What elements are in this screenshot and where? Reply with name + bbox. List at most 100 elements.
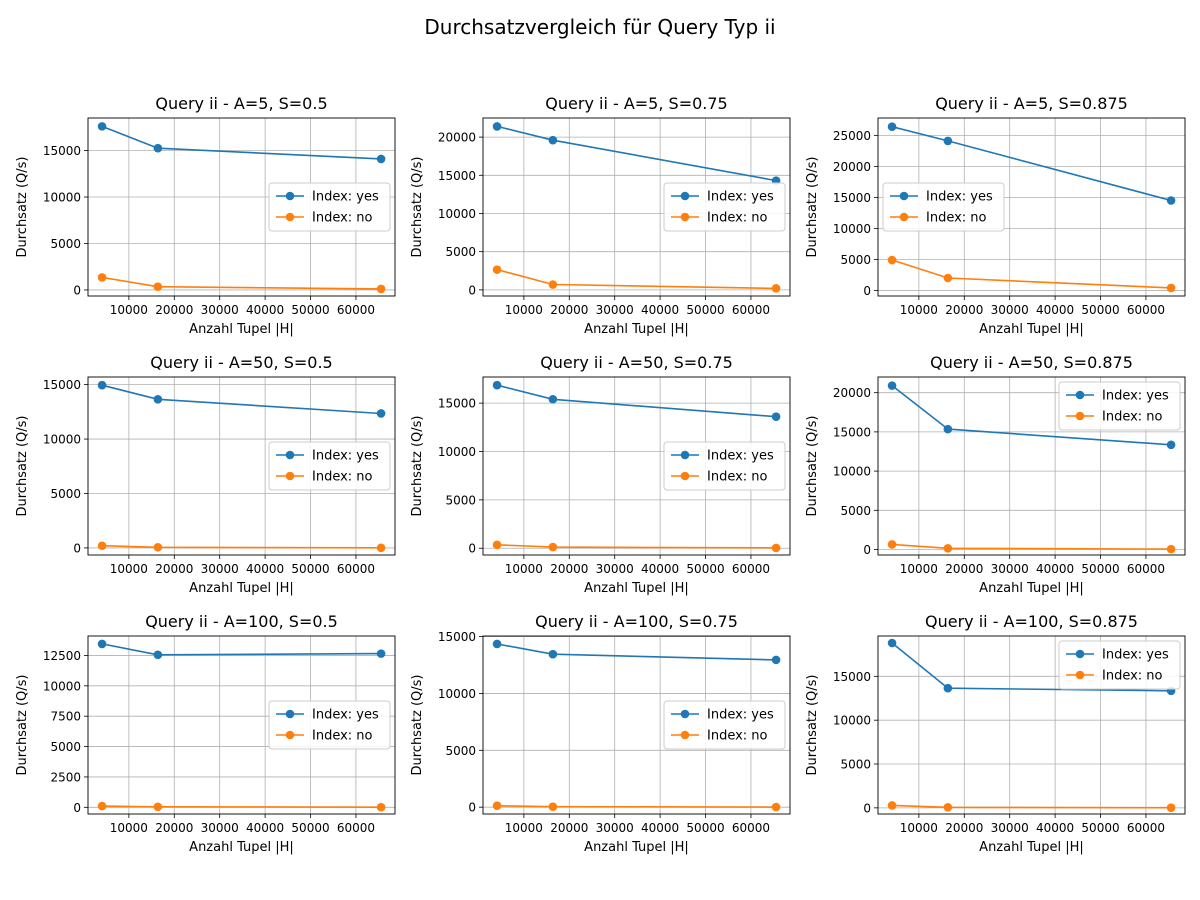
data-point	[943, 544, 953, 553]
data-point	[153, 395, 163, 404]
x-tick-label: 40000	[641, 303, 679, 317]
legend-box	[1058, 381, 1181, 431]
subplot-5: 10000 20000 30000 40000 50000 60000 0 5000 10000…	[410, 353, 791, 596]
x-tick-label: 50000	[291, 821, 329, 835]
y-tick-label: 0	[73, 801, 81, 815]
x-axis-label: Anzahl Tupel |H|	[189, 322, 294, 337]
legend-label: Index: yes	[707, 449, 774, 464]
y-tick-label: 5000	[50, 487, 81, 501]
data-point	[492, 380, 502, 390]
legend-label: Index: no	[312, 729, 373, 744]
legend-box	[268, 700, 391, 750]
x-tick-label: 60000	[732, 303, 770, 317]
data-point	[771, 802, 781, 812]
legend-marker	[1075, 390, 1085, 400]
x-tick-label: 60000	[1127, 303, 1165, 317]
y-axis-label: Durchsatz (Q/s)	[410, 674, 425, 775]
legend-box	[268, 441, 391, 491]
y-tick-label: 15000	[438, 169, 476, 183]
data-point	[153, 282, 163, 292]
x-tick-label: 20000	[945, 562, 983, 576]
axes-frame	[877, 376, 1186, 556]
data-point	[548, 802, 558, 811]
x-tick-label: 30000	[201, 303, 239, 317]
legend-marker	[285, 450, 295, 460]
x-tick-label: 20000	[945, 303, 983, 317]
legend-marker	[1075, 670, 1085, 680]
x-tick-label: 40000	[246, 303, 284, 317]
data-point	[376, 284, 386, 294]
subplot-title: Query ii - A=5, S=0.75	[545, 94, 727, 113]
x-tick-label: 30000	[991, 303, 1029, 317]
y-tick-label: 5000	[445, 245, 476, 259]
legend-box	[882, 182, 1005, 232]
data-point	[376, 543, 386, 553]
legend: Index: yes Index: no	[663, 441, 786, 491]
subplot-1: 10000 20000 30000 40000 50000 60000 0 5000 10000…	[15, 94, 396, 337]
legend-label: Index: no	[312, 211, 373, 226]
legend: Index: yes Index: no	[663, 700, 786, 750]
axes-frame	[877, 635, 1186, 815]
x-tick-label: 20000	[550, 821, 588, 835]
data-point	[1166, 440, 1176, 450]
subplot-title: Query ii - A=50, S=0.875	[930, 353, 1133, 372]
subplot-9: 10000 20000 30000 40000 50000 60000 0 5000 10000…	[805, 612, 1186, 855]
x-tick-label: 60000	[1127, 562, 1165, 576]
legend-marker	[680, 709, 690, 719]
data-point	[887, 122, 897, 131]
x-tick-label: 60000	[732, 821, 770, 835]
axes-frame	[877, 117, 1186, 297]
x-tick-label: 30000	[201, 821, 239, 835]
legend-marker	[285, 191, 295, 201]
x-tick-label: 10000	[110, 562, 148, 576]
y-tick-label: 15000	[43, 144, 81, 158]
legend-label: Index: no	[707, 729, 768, 744]
subplot-grid: 10000 20000 30000 40000 50000 600000500010000…	[15, 94, 1186, 855]
x-tick-label: 50000	[1081, 821, 1119, 835]
data-point	[771, 655, 781, 665]
x-tick-label: 20000	[945, 821, 983, 835]
y-axis-label: Durchsatz (Q/s)	[410, 415, 425, 516]
x-tick-label: 20000	[550, 562, 588, 576]
legend-marker	[899, 191, 909, 201]
subplot-7: 10000 20000 30000 40000 50000 60000 0 2500 5000 7…	[15, 612, 396, 855]
data-point	[887, 255, 897, 265]
y-tick-label: 20000	[833, 386, 871, 400]
y-tick-label: 15000	[438, 630, 476, 644]
axes-frame	[482, 635, 791, 815]
legend-box	[663, 441, 786, 491]
x-tick-label: 60000	[1127, 821, 1165, 835]
data-point	[548, 135, 558, 145]
legend-label: Index: no	[707, 470, 768, 485]
legend-marker	[285, 709, 295, 719]
y-tick-label: 10000	[438, 207, 476, 221]
data-point	[1166, 803, 1176, 812]
subplot-4: 10000 20000 30000 40000 50000 60000 0 5000 10000…	[15, 353, 396, 596]
data-point	[376, 649, 386, 658]
y-tick-label: 5000	[50, 740, 81, 754]
data-point	[771, 412, 781, 421]
legend-label: Index: yes	[1102, 648, 1169, 663]
x-tick-label: 30000	[596, 562, 634, 576]
data-point	[943, 803, 953, 812]
legend-marker	[285, 471, 295, 481]
y-tick-label: 0	[73, 283, 81, 297]
y-tick-label: 5000	[840, 504, 871, 518]
x-tick-label: 60000	[337, 821, 375, 835]
legend-label: Index: no	[1102, 410, 1163, 425]
data-point	[97, 122, 107, 131]
legend-marker	[1075, 649, 1085, 659]
legend: Index: yes Index: no	[663, 182, 786, 232]
y-tick-label: 10000	[833, 465, 871, 479]
x-tick-label: 60000	[337, 562, 375, 576]
y-axis-label: Durchsatz (Q/s)	[805, 156, 820, 257]
x-tick-label: 40000	[641, 821, 679, 835]
subplot-2: 10000 20000 30000 40000 50000 60000 0 5000 10000…	[410, 94, 791, 337]
legend-box	[663, 700, 786, 750]
data-point	[492, 540, 502, 550]
legend: Index: yes Index: no	[268, 182, 391, 232]
y-tick-label: 15000	[833, 425, 871, 439]
x-tick-label: 10000	[900, 303, 938, 317]
data-point	[943, 424, 953, 434]
y-tick-label: 10000	[43, 191, 81, 205]
